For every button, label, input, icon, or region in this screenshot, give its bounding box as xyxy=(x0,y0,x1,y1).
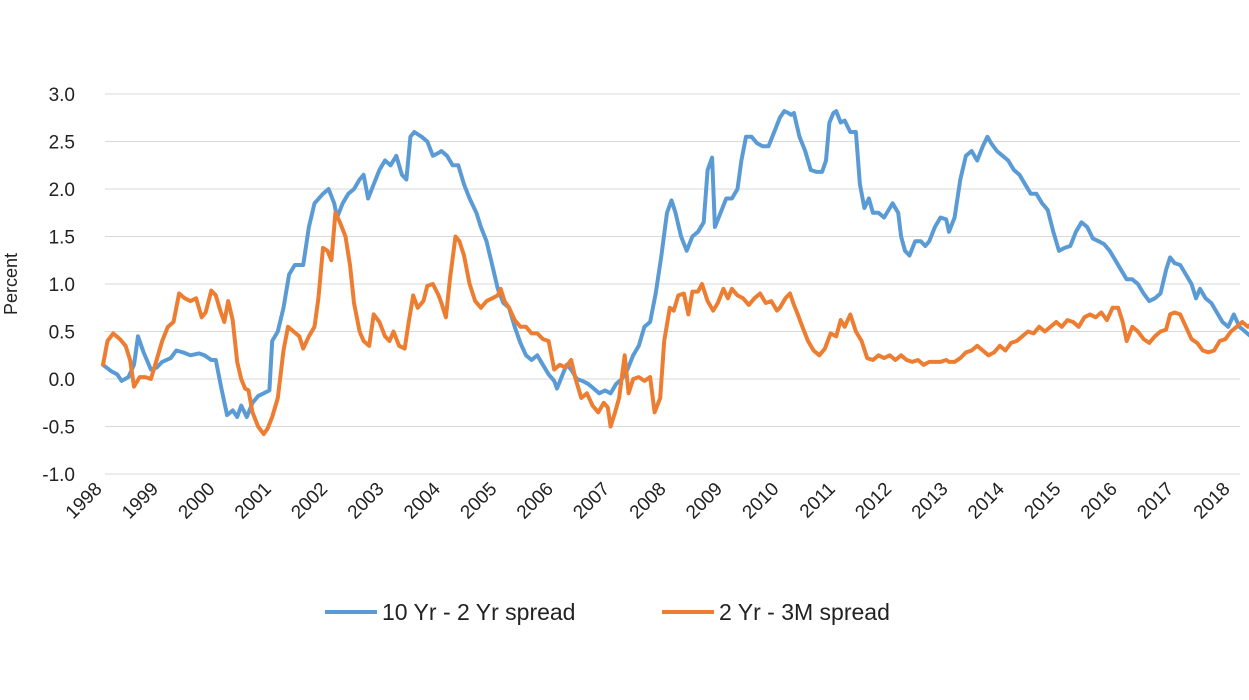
x-tick-label: 2017 xyxy=(1133,479,1178,524)
series-line-2 xyxy=(101,210,1249,437)
x-tick-label: 2004 xyxy=(400,478,445,523)
y-tick-label: -0.5 xyxy=(42,418,75,439)
x-tick-label: 2011 xyxy=(796,479,840,523)
gridlines xyxy=(105,93,1240,475)
y-tick-label: 3.0 xyxy=(49,85,75,106)
x-tick-labels: 1998 1999 2000 2001 2002 2003 2004 2005 2006 2007… xyxy=(62,478,1235,523)
x-tick-label: 2007 xyxy=(569,479,614,524)
y-axis-label: Percent xyxy=(1,253,21,315)
x-tick-label: 2015 xyxy=(1021,479,1066,524)
x-tick-label: 2006 xyxy=(513,479,558,524)
y-tick-labels: -1.0 -0.5 0.0 0.5 1.0 1.5 2.0 2.5 3.0 xyxy=(42,85,75,486)
y-tick-label: 2.0 xyxy=(49,180,75,201)
series-lines xyxy=(101,109,1249,437)
y-tick-label: 0.5 xyxy=(49,323,75,344)
x-tick-label: 2018 xyxy=(1190,479,1235,524)
x-tick-label: 2001 xyxy=(231,479,276,524)
legend-label-2: 2 Yr - 3M spread xyxy=(719,599,890,625)
y-tick-label: 1.5 xyxy=(49,228,75,249)
y-tick-label: 2.5 xyxy=(49,133,75,154)
x-tick-label: 2000 xyxy=(175,479,220,524)
legend-label-1: 10 Yr - 2 Yr spread xyxy=(382,599,575,625)
x-tick-label: 2003 xyxy=(344,479,389,524)
legend: 10 Yr - 2 Yr spread 2 Yr - 3M spread xyxy=(325,599,890,625)
x-tick-label: 2009 xyxy=(682,479,727,524)
x-tick-label: 2014 xyxy=(964,478,1009,523)
x-tick-label: 2008 xyxy=(626,479,671,524)
x-tick-label: 1999 xyxy=(118,479,163,524)
y-tick-label: -1.0 xyxy=(42,465,75,486)
x-tick-label: 2002 xyxy=(287,479,332,524)
x-tick-label: 2016 xyxy=(1077,479,1122,524)
series-line-1 xyxy=(101,109,1249,419)
x-tick-label: 2012 xyxy=(851,479,896,524)
y-tick-label: 1.0 xyxy=(49,275,75,296)
y-tick-label: 0.0 xyxy=(49,370,75,391)
x-tick-label: 2010 xyxy=(739,479,784,524)
x-tick-label: 2013 xyxy=(908,479,953,524)
x-tick-label: 2005 xyxy=(457,479,502,524)
